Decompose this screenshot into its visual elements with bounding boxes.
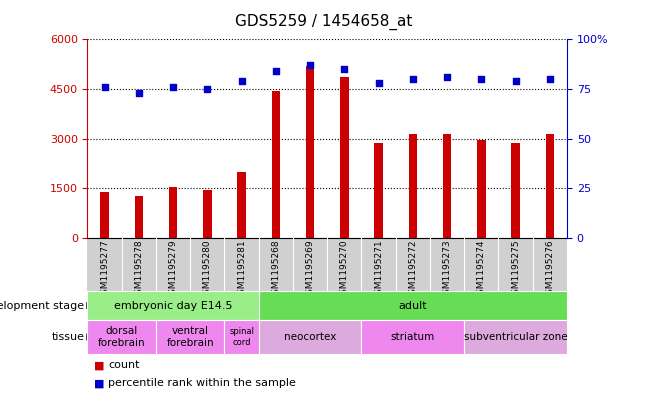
Point [408,76,418,82]
Text: count: count [108,360,140,371]
Point [442,74,452,80]
Text: ■: ■ [94,378,104,388]
Text: dorsal
forebrain: dorsal forebrain [98,326,146,348]
Bar [203,191,212,238]
Point [237,78,247,84]
Text: embryonic day E14.5: embryonic day E14.5 [114,301,233,310]
Point [305,62,316,68]
Bar [306,66,314,238]
Text: subventricular zone: subventricular zone [464,332,568,342]
Point [511,78,521,84]
Text: neocortex: neocortex [284,332,336,342]
Bar [375,143,383,238]
Bar [546,134,554,238]
Text: tissue: tissue [51,332,84,342]
Point [373,80,384,86]
Text: GDS5259 / 1454658_at: GDS5259 / 1454658_at [235,14,413,30]
Bar [409,134,417,238]
Bar [100,192,109,238]
Bar [135,196,143,238]
Text: ■: ■ [94,360,104,371]
Point [168,84,178,90]
Bar [511,143,520,238]
Text: striatum: striatum [391,332,435,342]
Text: ventral
forebrain: ventral forebrain [167,326,214,348]
Point [202,86,213,92]
Text: spinal
cord: spinal cord [229,327,254,347]
Bar [340,77,349,238]
Point [271,68,281,74]
Text: development stage: development stage [0,301,84,310]
Text: percentile rank within the sample: percentile rank within the sample [108,378,296,388]
Point [476,76,487,82]
Point [545,76,555,82]
Point [339,66,349,72]
Polygon shape [86,334,96,340]
Point [133,90,144,96]
Polygon shape [86,303,96,309]
Bar [237,172,246,238]
Bar [169,187,178,238]
Bar [477,140,485,238]
Bar [443,134,452,238]
Bar [272,90,280,238]
Point [99,84,110,90]
Text: adult: adult [399,301,427,310]
